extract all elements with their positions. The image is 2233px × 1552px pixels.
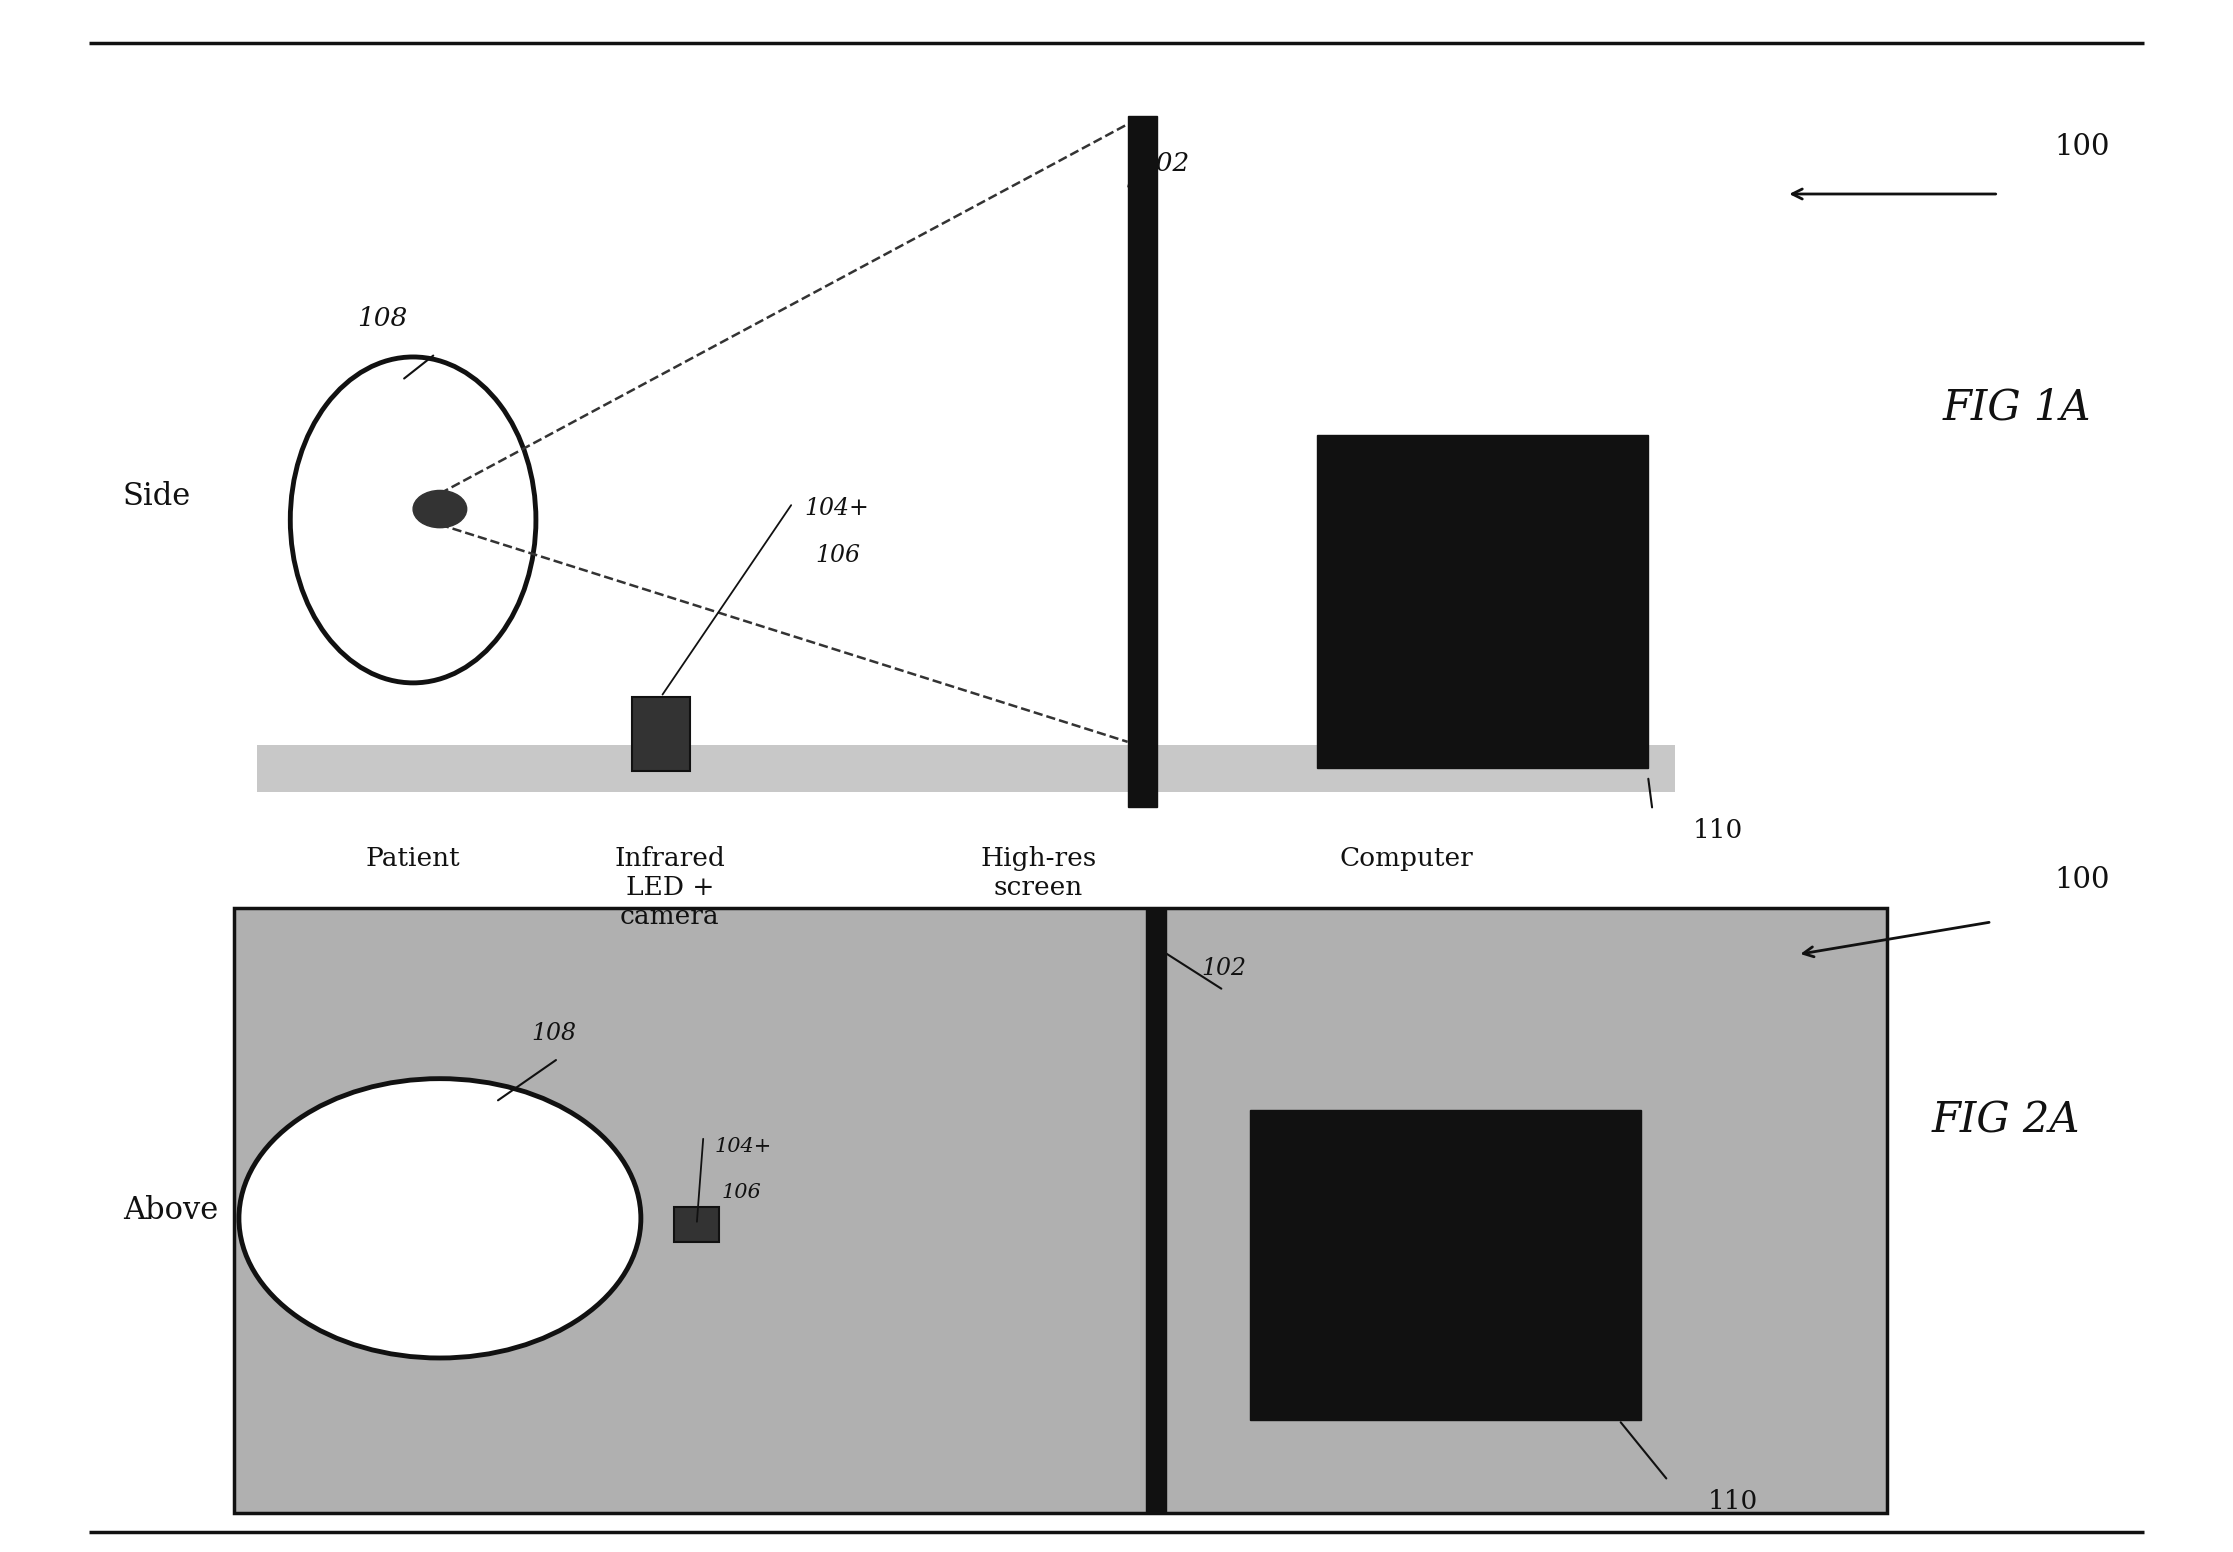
Text: 108: 108: [531, 1021, 576, 1044]
Text: Above: Above: [123, 1195, 219, 1226]
Text: 104+: 104+: [715, 1136, 773, 1156]
Text: Patient: Patient: [366, 846, 460, 871]
Bar: [1317, 435, 1648, 768]
Text: 106: 106: [721, 1183, 761, 1203]
Bar: [632, 697, 690, 771]
Text: 100: 100: [2054, 133, 2110, 161]
Text: High-res
screen: High-res screen: [980, 846, 1096, 900]
Text: 102: 102: [1139, 151, 1190, 175]
Bar: [1146, 908, 1166, 1513]
Bar: [1250, 1110, 1641, 1420]
Bar: [1128, 116, 1157, 807]
Ellipse shape: [290, 357, 536, 683]
Text: 110: 110: [1708, 1488, 1760, 1513]
Text: 100: 100: [2054, 866, 2110, 894]
Text: 108: 108: [357, 306, 409, 331]
Circle shape: [413, 490, 467, 528]
Text: 110: 110: [1693, 818, 1744, 843]
Bar: [257, 745, 1675, 792]
Text: FIG 2A: FIG 2A: [1932, 1100, 2079, 1142]
Bar: [234, 908, 1887, 1513]
Text: 104+: 104+: [804, 497, 869, 520]
Circle shape: [239, 1079, 641, 1358]
Text: 102: 102: [1201, 956, 1246, 979]
Text: Computer: Computer: [1340, 846, 1474, 871]
Text: Infrared
LED +
camera: Infrared LED + camera: [614, 846, 726, 928]
Text: FIG 1A: FIG 1A: [1943, 386, 2090, 428]
Text: Side: Side: [123, 481, 192, 512]
Text: 106: 106: [815, 543, 860, 566]
Bar: [674, 1207, 719, 1242]
